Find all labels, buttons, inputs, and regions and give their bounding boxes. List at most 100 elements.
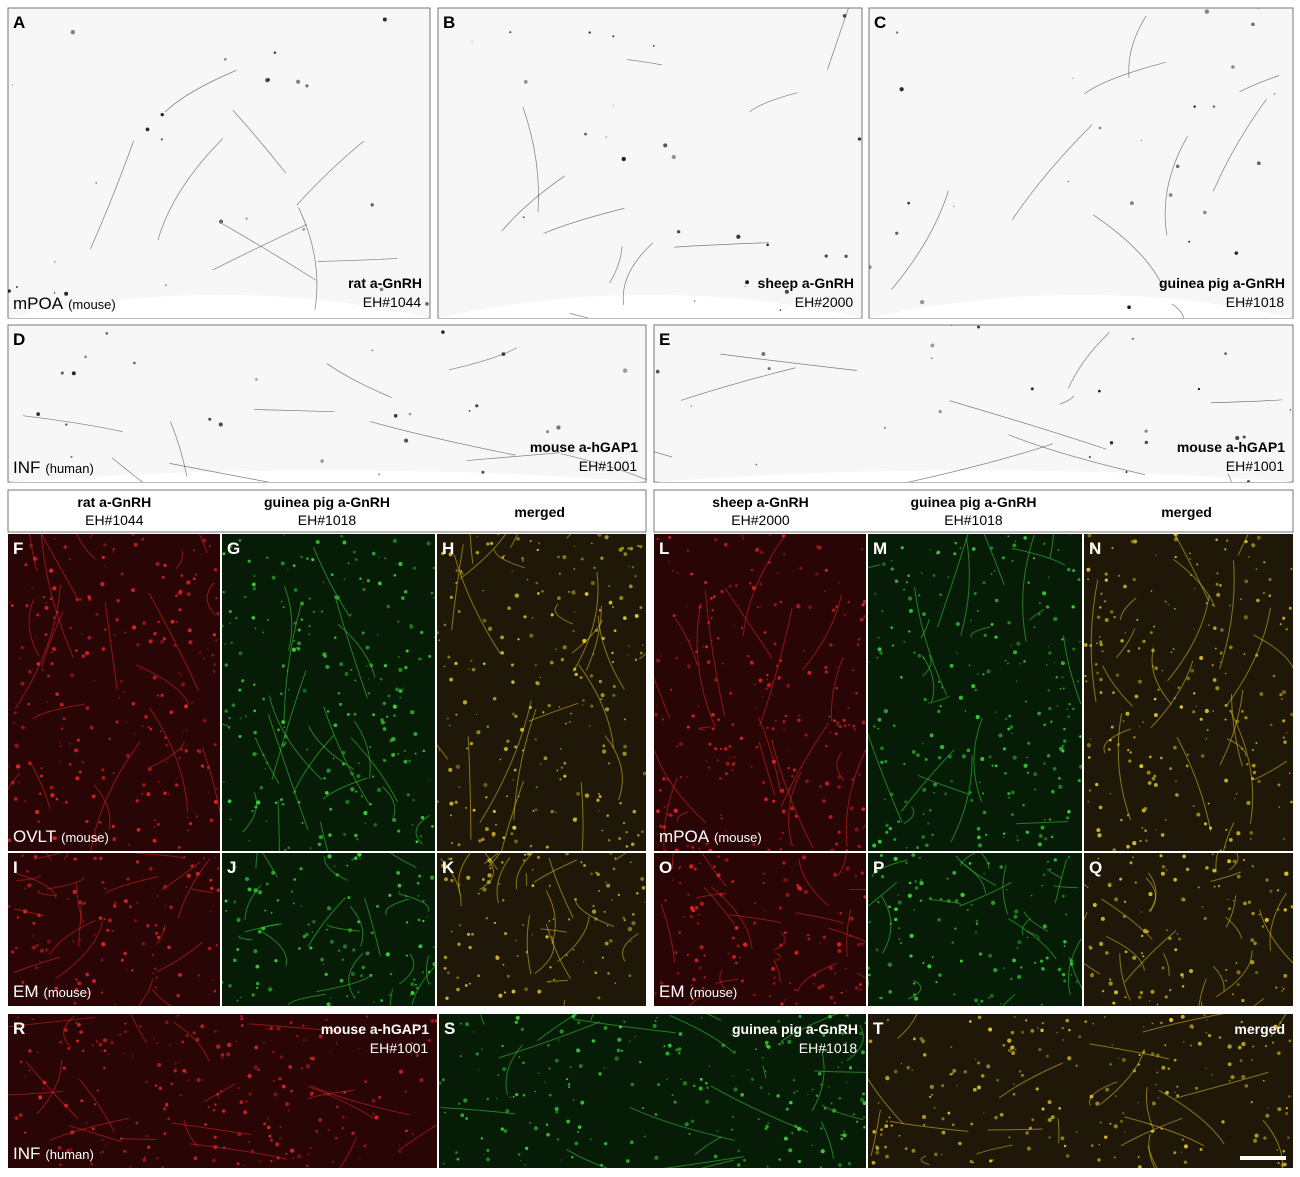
fiber	[459, 534, 507, 580]
punctum	[165, 284, 167, 287]
punctum	[767, 1122, 770, 1125]
punctum	[928, 896, 933, 900]
punctum	[835, 686, 839, 690]
punctum	[379, 287, 384, 292]
punctum	[264, 768, 267, 770]
punctum	[1154, 666, 1158, 671]
punctum	[788, 787, 791, 790]
punctum	[192, 1031, 196, 1035]
punctum	[290, 1089, 293, 1092]
punctum	[573, 1014, 577, 1016]
fiber	[1158, 1089, 1225, 1145]
punctum	[1010, 1030, 1015, 1035]
punctum	[991, 764, 994, 767]
punctum	[973, 592, 977, 596]
punctum	[600, 698, 603, 701]
punctum	[42, 1080, 47, 1085]
texture	[654, 534, 866, 851]
punctum	[977, 1015, 982, 1020]
punctum	[126, 968, 128, 971]
punctum	[157, 822, 160, 826]
punctum	[863, 1125, 866, 1129]
punctum	[1067, 810, 1071, 814]
fiber	[1011, 547, 1066, 566]
fiber	[1200, 1001, 1203, 1006]
punctum	[450, 814, 452, 817]
punctum	[1099, 642, 1103, 647]
punctum	[21, 980, 25, 984]
punctum	[397, 883, 402, 888]
punctum	[608, 600, 613, 605]
punctum	[661, 718, 665, 721]
punctum	[163, 563, 167, 568]
punctum	[468, 982, 471, 985]
punctum	[180, 674, 182, 677]
punctum	[906, 1065, 910, 1070]
punctum	[185, 1071, 188, 1074]
punctum	[1021, 1030, 1025, 1034]
punctum	[596, 872, 600, 876]
punctum	[617, 1037, 622, 1042]
punctum	[110, 1041, 114, 1045]
punctum	[360, 974, 364, 978]
fiber	[987, 1128, 1043, 1131]
punctum	[464, 984, 468, 987]
punctum	[157, 781, 160, 783]
punctum	[628, 584, 633, 589]
punctum	[594, 971, 598, 975]
punctum	[1227, 859, 1232, 864]
punctum	[1283, 908, 1287, 912]
punctum	[1104, 617, 1109, 623]
punctum	[405, 921, 409, 924]
punctum	[880, 996, 883, 1000]
punctum	[836, 724, 839, 727]
punctum	[678, 882, 682, 885]
punctum	[868, 1039, 873, 1044]
panel-letter: N	[1089, 539, 1101, 558]
punctum	[637, 834, 640, 837]
punctum	[1172, 647, 1175, 651]
punctum	[281, 742, 286, 747]
punctum	[539, 763, 542, 766]
punctum	[450, 930, 453, 933]
fiber	[907, 979, 922, 1000]
punctum	[64, 1103, 69, 1108]
punctum	[75, 598, 79, 602]
punctum	[1065, 1018, 1069, 1023]
punctum	[95, 1040, 98, 1043]
punctum	[1085, 680, 1088, 683]
punctum	[317, 842, 322, 847]
punctum	[591, 909, 597, 914]
punctum	[1002, 836, 1005, 839]
punctum	[713, 865, 716, 869]
punctum	[623, 1020, 626, 1023]
punctum	[716, 1130, 719, 1132]
punctum	[1136, 618, 1139, 621]
punctum	[345, 799, 350, 805]
fiber	[399, 953, 415, 985]
punctum	[654, 1155, 659, 1160]
fiber	[597, 615, 625, 690]
fiber	[283, 604, 302, 725]
fiber	[354, 720, 371, 779]
punctum	[136, 902, 139, 904]
punctum	[1150, 989, 1155, 994]
punctum	[836, 721, 840, 725]
punctum	[879, 651, 883, 655]
punctum	[884, 759, 888, 763]
punctum	[100, 958, 104, 962]
punctum	[631, 566, 635, 569]
punctum	[525, 1146, 529, 1151]
punctum	[468, 409, 471, 412]
punctum	[363, 810, 368, 816]
punctum	[601, 829, 604, 832]
punctum	[520, 1027, 525, 1032]
punctum	[912, 982, 916, 985]
punctum	[1077, 578, 1081, 581]
punctum	[155, 976, 158, 979]
punctum	[794, 814, 798, 818]
punctum	[1214, 647, 1217, 650]
punctum	[1169, 767, 1173, 771]
punctum	[601, 636, 605, 641]
punctum	[152, 838, 157, 843]
